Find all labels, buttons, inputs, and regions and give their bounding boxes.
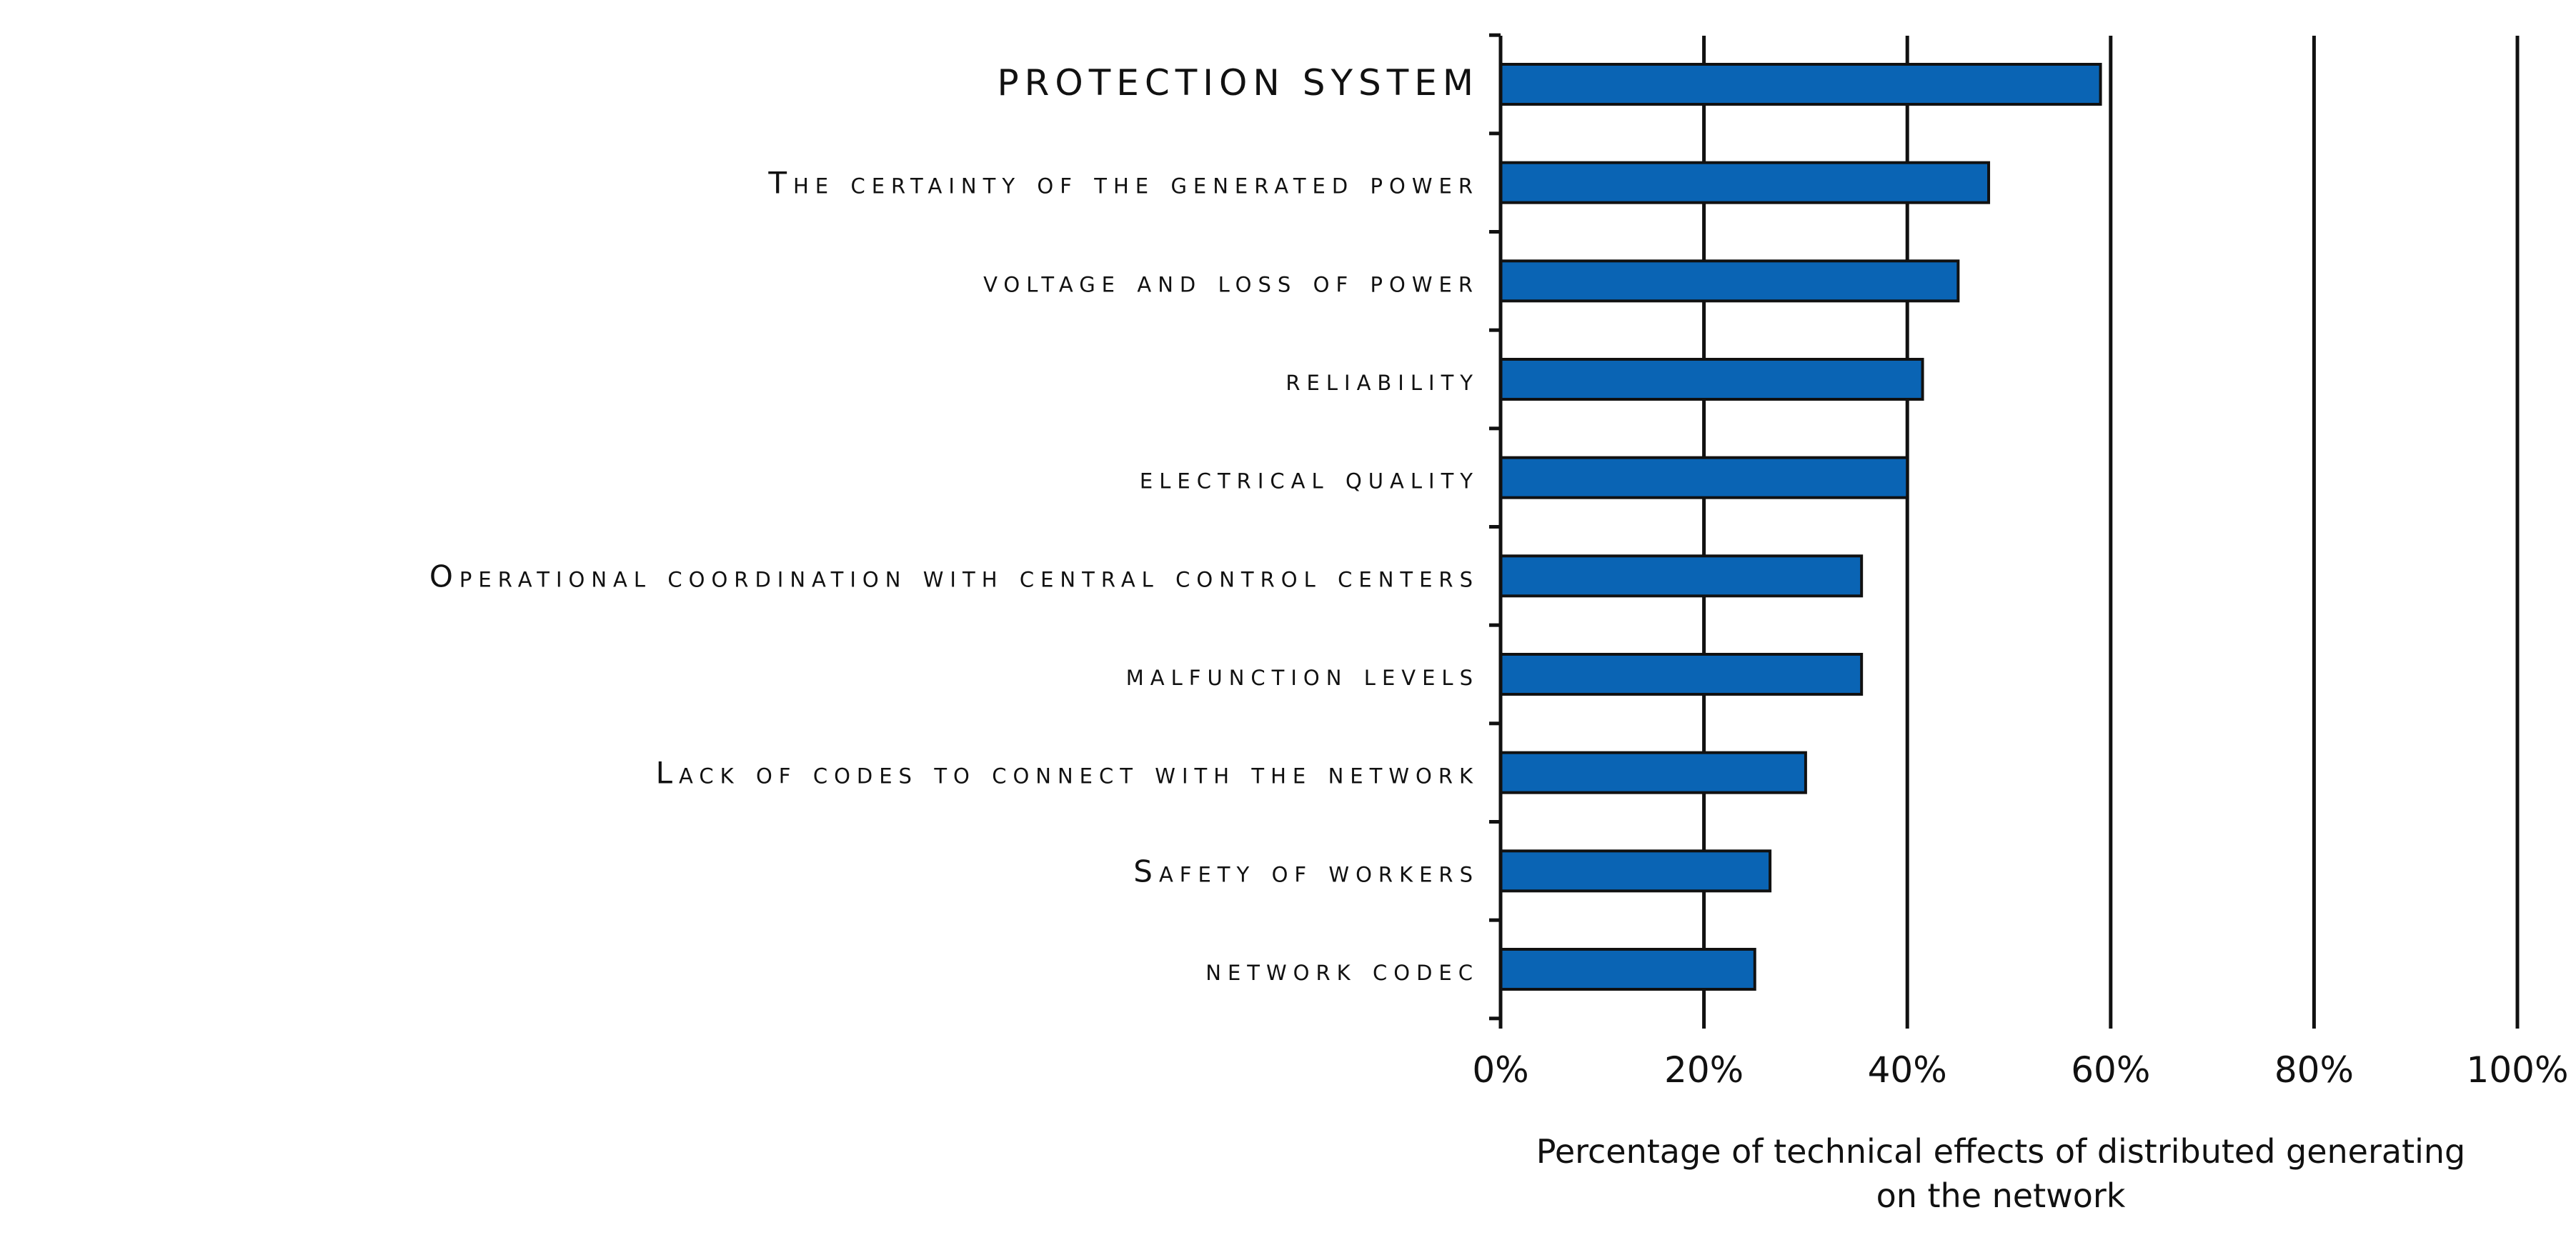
bar-5: [1499, 456, 1909, 499]
x-axis-title-line-1: Percentage of technical effects of distr…: [1536, 1132, 2466, 1171]
x-tick-label-40: 40%: [1868, 1049, 1947, 1091]
category-label-2: The certainty of the generated power: [767, 166, 1479, 201]
y-axis: [1489, 33, 1503, 1029]
category-labels: PROTECTION SYSTEM The certainty of the ge…: [429, 62, 1479, 987]
bar-1: [1499, 63, 2102, 106]
category-label-3: voltage and loss of power: [983, 264, 1479, 299]
category-label-10: network codec: [1205, 952, 1479, 987]
bars: [1499, 63, 2102, 991]
category-label-6: Operational coordination with central co…: [429, 559, 1479, 594]
x-tick-label-80: 80%: [2274, 1049, 2354, 1091]
x-tick-label-60: 60%: [2071, 1049, 2150, 1091]
category-label-4: reliability: [1285, 362, 1479, 397]
category-label-8: Lack of codes to connect with the networ…: [656, 756, 1479, 791]
category-label-1: PROTECTION SYSTEM: [997, 62, 1479, 104]
x-tick-label-0: 0%: [1472, 1049, 1528, 1091]
category-label-5: electrical quality: [1140, 461, 1479, 496]
x-tick-labels: 0% 20% 40% 60% 80% 100%: [1472, 1049, 2568, 1091]
bar-7: [1499, 653, 1864, 696]
bar-4: [1499, 358, 1924, 401]
x-tick-label-20: 20%: [1664, 1049, 1744, 1091]
category-label-7: malfunction levels: [1126, 657, 1479, 692]
bar-9: [1499, 849, 1772, 893]
bar-10: [1499, 948, 1756, 991]
x-tick-label-100: 100%: [2467, 1049, 2569, 1091]
bar-3: [1499, 259, 1960, 303]
bar-8: [1499, 751, 1807, 794]
x-axis-title-line-2: on the network: [1876, 1176, 2126, 1215]
bar-6: [1499, 554, 1864, 598]
category-label-9: Safety of workers: [1133, 854, 1479, 889]
bar-2: [1499, 161, 1991, 204]
